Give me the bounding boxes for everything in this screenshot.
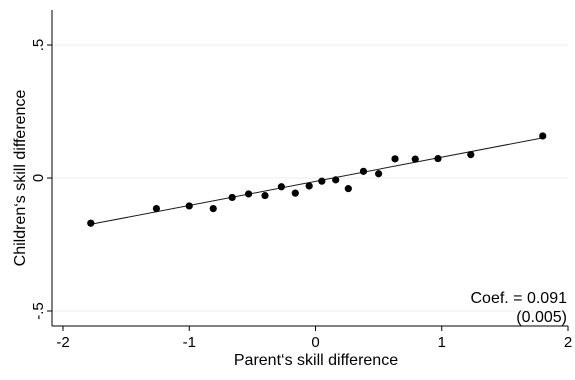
data-point: [434, 154, 442, 163]
data-point: [87, 219, 95, 227]
data-point: [332, 176, 340, 184]
x-axis-label: Parent‘s skill difference: [234, 352, 398, 369]
data-point: [539, 132, 547, 140]
x-tick-label: 1: [438, 334, 446, 351]
gridlines: [52, 44, 568, 312]
data-point: [375, 170, 383, 178]
coef-annotation: Coef. = 0.091: [470, 290, 567, 307]
se-annotation: (0.005): [516, 309, 567, 326]
y-tick-label: 0: [30, 174, 47, 182]
x-ticks: -2 -1 0 1 2: [56, 326, 572, 351]
data-point: [467, 150, 475, 159]
axes: [51, 10, 568, 327]
y-tick-label: .5: [30, 39, 47, 52]
x-tick-label: 0: [311, 334, 319, 351]
data-points: [87, 132, 547, 227]
data-point: [244, 190, 253, 198]
data-point: [305, 182, 313, 190]
data-point: [209, 204, 217, 213]
fit-line: [89, 137, 542, 226]
data-point: [318, 177, 326, 185]
data-point: [277, 183, 286, 191]
x-tick-label: -2: [56, 334, 69, 351]
data-point: [344, 185, 352, 193]
data-point: [411, 155, 419, 163]
data-point: [228, 193, 236, 202]
data-point: [359, 167, 368, 175]
y-tick-label: -.5: [30, 302, 47, 320]
fit-line-group: [89, 137, 542, 226]
y-axis-label: Children‘s skill difference: [12, 90, 29, 267]
data-point: [261, 191, 269, 200]
data-point: [152, 204, 161, 213]
x-tick-label: 2: [564, 334, 572, 351]
x-tick-label: -1: [183, 334, 196, 351]
data-point: [391, 155, 399, 163]
y-ticks: -.5 0 .5: [30, 39, 52, 320]
data-point: [291, 189, 299, 197]
data-point: [185, 202, 193, 210]
